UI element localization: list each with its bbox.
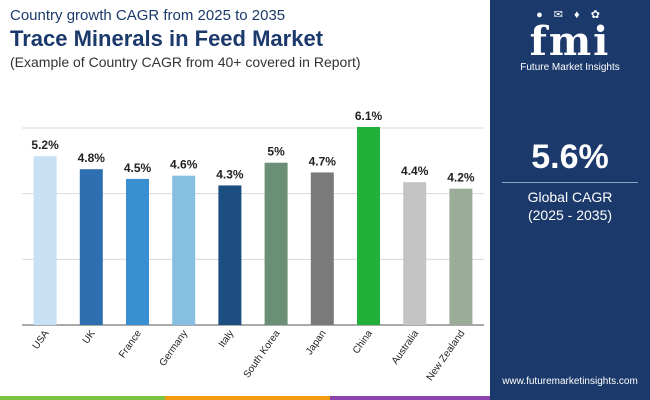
data-label: 4.8% <box>78 151 106 165</box>
footer-bar-green <box>0 396 165 400</box>
bar-chart: 5.2% USA 4.8% UK 4.5% France 4.6% Germany 4.3% It… <box>22 109 484 383</box>
chart-note: (Example of Country CAGR from 40+ covere… <box>10 54 361 70</box>
x-tick-label: UK <box>81 328 98 346</box>
data-label: 4.6% <box>170 158 198 172</box>
bar-china <box>357 127 380 325</box>
global-cagr-label: Global CAGR (2025 - 2035) <box>490 188 650 224</box>
data-label: 5.2% <box>31 138 59 152</box>
data-label: 4.4% <box>401 164 429 178</box>
bar-germany <box>172 175 196 325</box>
bar-japan <box>310 172 334 325</box>
data-label: 4.5% <box>124 161 152 175</box>
data-label: 4.2% <box>447 171 475 185</box>
bar-new-zealand <box>449 188 473 325</box>
footer-bar-orange <box>165 396 330 400</box>
data-label: 4.3% <box>216 167 244 181</box>
x-tick-label: South Korea <box>242 328 283 380</box>
footer-bar-purple <box>330 396 490 400</box>
cagr-label-text: Global CAGR <box>527 189 613 205</box>
fmi-logo: ● ✉ ♦ ✿ fmi Future Market Insights <box>490 6 650 76</box>
x-tick-label: New Zealand <box>425 328 468 383</box>
data-label: 6.1% <box>355 109 383 123</box>
bar-australia <box>403 182 427 325</box>
bar-usa <box>33 156 57 325</box>
logo-text: Future Market Insights <box>520 62 620 73</box>
footer-bar-navy <box>490 396 650 400</box>
x-tick-label: China <box>351 328 375 356</box>
data-label: 4.7% <box>309 154 337 168</box>
x-tick-label: Germany <box>158 328 191 368</box>
x-tick-label: USA <box>31 328 52 351</box>
chart-subtitle: Country growth CAGR from 2025 to 2035 <box>10 7 286 24</box>
logo-icons: ● ✉ ♦ ✿ <box>536 9 604 21</box>
sidebar: ● ✉ ♦ ✿ fmi Future Market Insights 5.6% … <box>490 0 650 400</box>
chart-title: Trace Minerals in Feed Market <box>10 26 324 51</box>
bar-france <box>126 178 149 325</box>
website-link[interactable]: www.futuremarketinsights.com <box>502 376 638 387</box>
x-tick-label: Australia <box>390 328 422 367</box>
bar-uk <box>79 169 103 325</box>
cagr-period-text: (2025 - 2035) <box>527 207 613 223</box>
x-tick-label: Italy <box>217 328 237 349</box>
bar-italy <box>218 185 242 325</box>
x-tick-label: France <box>117 328 144 360</box>
data-label: 5% <box>267 145 285 159</box>
x-tick-label: Japan <box>304 328 329 357</box>
divider <box>502 182 638 183</box>
global-cagr-value: 5.6% <box>531 138 609 176</box>
bar-south-korea <box>264 162 288 325</box>
header: Country growth CAGR from 2025 to 2035 Tr… <box>10 6 490 72</box>
logo-mark: fmi <box>529 18 611 65</box>
